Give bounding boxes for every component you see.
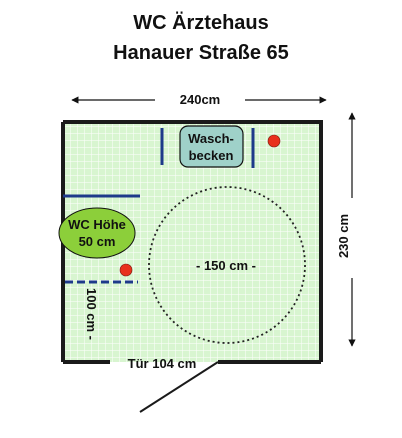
height-label: 230 cm — [336, 214, 351, 258]
sink — [179, 125, 244, 168]
wc-bowl — [58, 207, 136, 259]
turning-circle-label: - 150 cm - — [196, 258, 256, 273]
door-leaf — [139, 361, 219, 413]
turning-circle — [148, 186, 306, 344]
fitting-marker-wc — [119, 263, 133, 277]
sink-grab-bars — [160, 128, 255, 168]
title-line1: WC Ärztehaus — [133, 12, 269, 34]
sink-label-line2: becken — [189, 148, 234, 163]
title-line2: Hanauer Straße 65 — [113, 42, 289, 64]
width-label: 240cm — [180, 92, 220, 107]
side-depth-label: 100 cm - — [84, 288, 99, 340]
door-label: Tür 104 cm — [128, 356, 197, 371]
wc-label-line2: 50 cm — [79, 234, 116, 249]
sink-label-line1: Wasch- — [188, 131, 234, 146]
wc-label-line1: WC Höhe — [68, 217, 126, 232]
fitting-marker-sink — [267, 134, 281, 148]
